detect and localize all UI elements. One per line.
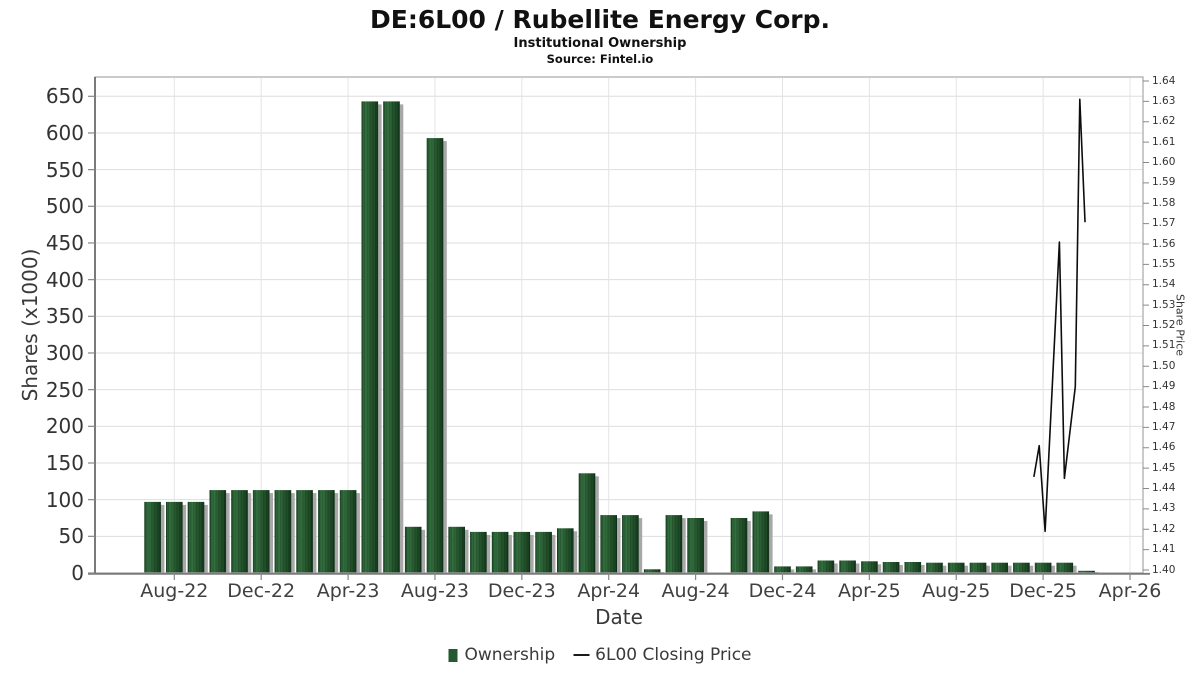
right-axis-tick-label: 1.43	[1152, 502, 1176, 515]
right-axis-tick-label: 1.62	[1152, 115, 1176, 128]
x-axis-tick-label: Apr-23	[316, 580, 380, 602]
right-axis-tick-label: 1.49	[1152, 380, 1176, 393]
right-axis-tick-label: 1.55	[1152, 257, 1176, 270]
price-legend-label[interactable]: 6L00 Closing Price	[595, 645, 752, 665]
right-axis-tick-label: 1.44	[1152, 482, 1176, 494]
chart-subtitle: Institutional Ownership	[513, 36, 687, 51]
right-axis-tick-label: 1.50	[1152, 359, 1176, 372]
left-axis-tick-label: 650	[45, 84, 84, 109]
x-axis-tick-label: Apr-26	[1098, 580, 1162, 602]
right-axis-tick-label: 1.58	[1152, 196, 1176, 209]
right-axis-tick-label: 1.48	[1152, 400, 1176, 413]
right-axis-tick-label: 1.56	[1152, 237, 1176, 250]
x-axis-tick-label: Aug-24	[661, 580, 730, 602]
right-axis-tick-label: 1.64	[1152, 74, 1176, 87]
ownership-legend-swatch	[448, 648, 458, 662]
left-axis-tick-label: 150	[45, 450, 84, 475]
right-axis-tick-label: 1.54	[1152, 278, 1176, 291]
left-axis-tick-label: 50	[58, 524, 84, 549]
chart-title: DE:6L00 / Rubellite Energy Corp.	[370, 5, 830, 34]
x-axis-tick-label: Dec-23	[487, 580, 556, 602]
left-axis-tick-label: 350	[45, 304, 84, 329]
left-axis-tick-label: 250	[45, 377, 84, 402]
left-axis-tick-label: 500	[45, 194, 84, 219]
legend: Ownership 6L00 Closing Price	[448, 645, 752, 665]
x-axis-title: Date	[595, 605, 643, 629]
left-axis-tick-label: 100	[45, 487, 84, 512]
x-axis-tick-label: Apr-24	[577, 580, 641, 602]
x-axis-tick-label: Aug-25	[922, 580, 991, 602]
right-axis-tick-label: 1.42	[1152, 522, 1176, 535]
right-axis-tick-label: 1.61	[1152, 135, 1176, 148]
left-axis-tick-label: 600	[45, 120, 84, 145]
x-axis-tick-label: Apr-25	[838, 580, 901, 602]
right-axis-tick-label: 1.60	[1152, 156, 1176, 168]
price-legend-line	[573, 654, 590, 656]
ownership-legend-label[interactable]: Ownership	[464, 645, 556, 665]
right-axis-tick-label: 1.40	[1152, 563, 1176, 576]
x-axis-tick-label: Aug-22	[140, 580, 209, 602]
x-axis-tick-label: Aug-23	[400, 580, 470, 602]
right-axis-tick-label: 1.45	[1152, 461, 1176, 474]
left-axis-tick-label: 400	[45, 267, 84, 292]
left-axis-tick-label: 200	[45, 414, 84, 439]
x-axis-tick-label: Dec-24	[748, 580, 817, 602]
right-axis-tick-label: 1.57	[1152, 217, 1176, 230]
left-axis-tick-label: 0	[71, 561, 84, 585]
right-axis-tick-label: 1.46	[1152, 441, 1176, 454]
x-axis-tick-label: Dec-25	[1009, 580, 1078, 602]
right-axis-tick-label: 1.59	[1152, 176, 1176, 189]
left-axis-tick-label: 300	[45, 340, 84, 365]
right-axis-tick-label: 1.63	[1152, 94, 1176, 107]
right-axis-tick-label: 1.52	[1152, 319, 1176, 331]
right-axis-tick-label: 1.51	[1152, 339, 1176, 352]
x-axis-tick-label: Dec-22	[227, 580, 296, 602]
right-axis-tick-label: 1.47	[1152, 420, 1176, 433]
chart-source-label: Source: Fintel.io	[546, 52, 654, 66]
right-axis-tick-label: 1.41	[1152, 543, 1176, 556]
right-axis-tick-label: 1.53	[1152, 298, 1176, 311]
left-axis-tick-label: 450	[45, 230, 84, 255]
left-axis-tick-label: 550	[45, 157, 84, 182]
